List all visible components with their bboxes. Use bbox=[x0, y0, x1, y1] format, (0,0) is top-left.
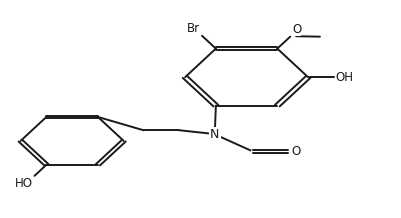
Text: HO: HO bbox=[14, 177, 32, 190]
Text: N: N bbox=[210, 128, 219, 141]
Text: OH: OH bbox=[335, 71, 353, 84]
Text: O: O bbox=[291, 145, 300, 158]
Text: Br: Br bbox=[186, 22, 200, 35]
Text: O: O bbox=[292, 23, 301, 36]
